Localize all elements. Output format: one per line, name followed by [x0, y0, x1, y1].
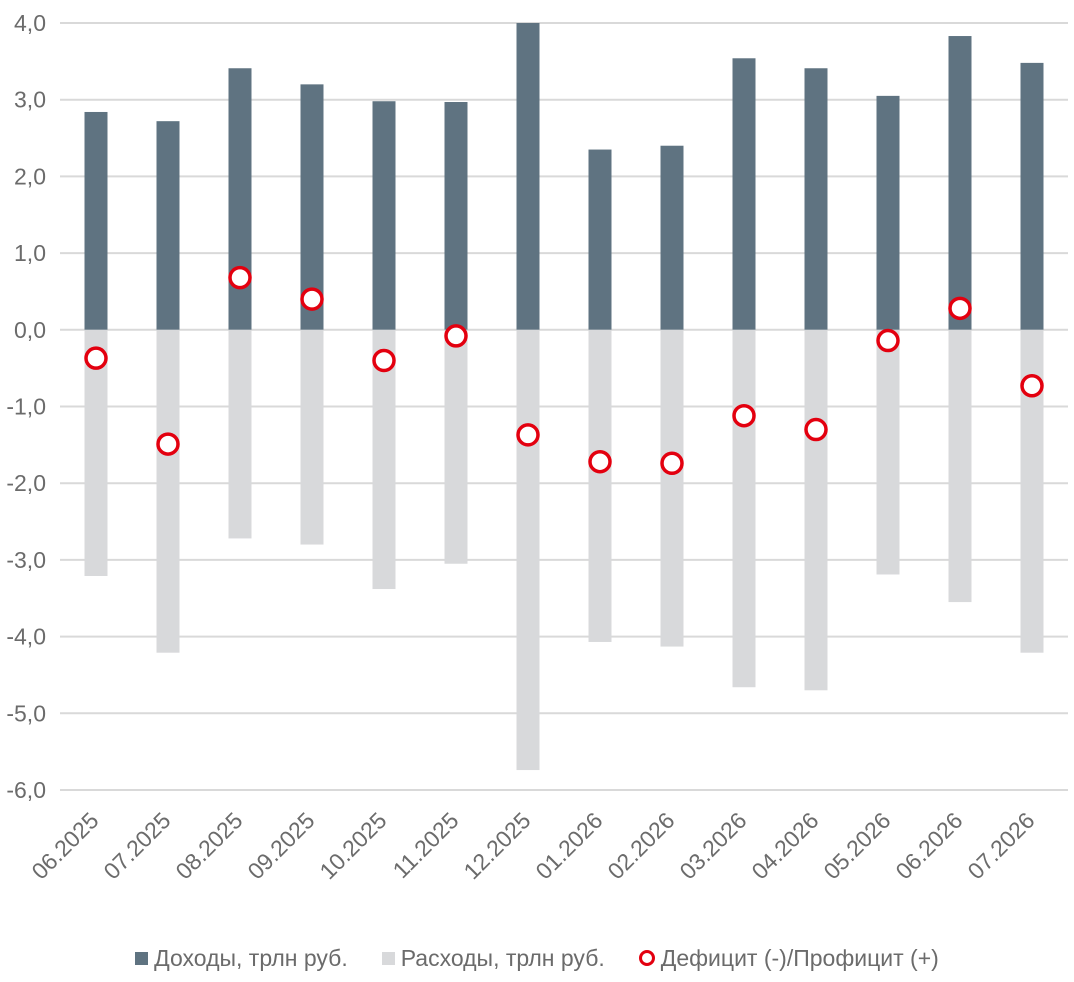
- income-bar: [228, 68, 252, 330]
- income-bar: [444, 102, 468, 330]
- gridlines: [60, 22, 1068, 791]
- expense-bar: [660, 329, 684, 647]
- y-tick-label: -2,0: [6, 470, 46, 496]
- balance-marker: [1020, 374, 1044, 398]
- income-bar: [372, 101, 396, 330]
- balance-marker: [372, 348, 396, 373]
- x-tick-label: 10.2025: [314, 807, 391, 884]
- y-tick-label: 4,0: [14, 10, 46, 36]
- income-bar: [84, 111, 108, 330]
- expense-bar: [156, 329, 180, 653]
- income-bar: [732, 58, 756, 330]
- expense-bar: [516, 329, 540, 771]
- expense-bar: [84, 329, 108, 577]
- x-tick-label: 11.2025: [388, 807, 464, 883]
- y-tick-label: -4,0: [6, 624, 46, 650]
- balance-marker: [732, 403, 756, 428]
- income-bar: [876, 95, 900, 330]
- x-tick-label: 09.2025: [242, 807, 319, 884]
- balance-marker: [804, 417, 828, 442]
- legend: Доходы, трлн руб. Расходы, трлн руб. Деф…: [0, 938, 1074, 978]
- balance-marker: [516, 423, 540, 447]
- expense-bar: [804, 329, 828, 691]
- expense-bar: [300, 329, 324, 545]
- y-tick-label: -5,0: [6, 700, 46, 726]
- income-bar: [516, 23, 540, 330]
- legend-swatch-income: [135, 951, 149, 965]
- income-bar: [948, 36, 972, 330]
- x-axis-ticks: 06.202507.202508.202509.202510.202511.20…: [26, 807, 1039, 884]
- expense-bar: [588, 329, 612, 642]
- legend-label-balance: Дефицит (-)/Профицит (+): [660, 944, 939, 971]
- x-tick-label: 03.2026: [674, 807, 751, 884]
- x-tick-label: 04.2026: [746, 807, 823, 884]
- legend-item-income: Доходы, трлн руб.: [135, 945, 348, 972]
- y-tick-label: 0,0: [14, 317, 46, 343]
- y-tick-label: -1,0: [6, 394, 46, 420]
- legend-item-balance: Дефицит (-)/Профицит (+): [638, 944, 939, 972]
- legend-marker-balance-icon: [638, 950, 655, 966]
- x-tick-label: 06.2025: [26, 807, 103, 884]
- expense-bar: [444, 329, 468, 564]
- balance-marker: [300, 287, 324, 311]
- y-axis-ticks: 4,0 3,0 2,0 1,0 0,0 -1,0 -2,0 -3,0 -4,0 -5,0 -6,0: [6, 10, 46, 803]
- income-bar: [300, 84, 324, 330]
- balance-marker: [156, 432, 180, 456]
- balance-marker: [444, 324, 468, 348]
- expense-bar: [948, 329, 972, 603]
- expense-bar: [228, 329, 252, 539]
- expense-bar: [876, 329, 900, 575]
- balance-marker: [876, 328, 900, 353]
- x-tick-label: 08.2025: [170, 807, 247, 884]
- bars: [84, 23, 1044, 771]
- y-tick-label: -3,0: [6, 547, 46, 573]
- x-tick-label: 02.2026: [602, 807, 679, 884]
- legend-item-expense: Расходы, трлн руб.: [381, 944, 605, 972]
- legend-label-income: Доходы, трлн руб.: [154, 944, 348, 971]
- balance-marker: [84, 346, 108, 370]
- income-bar: [156, 121, 180, 330]
- income-bar: [588, 149, 612, 330]
- legend-swatch-expense: [381, 951, 395, 965]
- x-tick-label: 12.2025: [458, 807, 535, 884]
- balance-marker: [948, 296, 972, 321]
- expense-bar: [1020, 329, 1044, 653]
- budget-chart: 4,03,02,01,00,0-1,0-2,0-3,0-4,0-5,0-6,0 …: [6, 10, 1068, 884]
- y-tick-label: 1,0: [14, 240, 46, 266]
- expense-bar: [732, 329, 756, 688]
- balance-marker: [228, 265, 252, 290]
- income-bar: [660, 145, 684, 330]
- x-tick-label: 07.2026: [962, 807, 1039, 884]
- x-tick-label: 07.2025: [98, 807, 175, 884]
- markers: [84, 265, 1044, 476]
- x-tick-label: 06.2026: [890, 807, 967, 884]
- balance-marker: [588, 449, 612, 474]
- y-tick-label: -6,0: [6, 777, 46, 803]
- balance-marker: [660, 451, 684, 476]
- y-tick-label: 3,0: [14, 87, 46, 113]
- x-tick-label: 01.2026: [530, 807, 607, 884]
- income-bar: [804, 68, 828, 330]
- income-bar: [1020, 62, 1044, 330]
- legend-label-expense: Расходы, трлн руб.: [400, 944, 605, 971]
- x-tick-label: 05.2026: [818, 807, 895, 884]
- expense-bar: [372, 329, 396, 590]
- y-tick-label: 2,0: [14, 163, 46, 189]
